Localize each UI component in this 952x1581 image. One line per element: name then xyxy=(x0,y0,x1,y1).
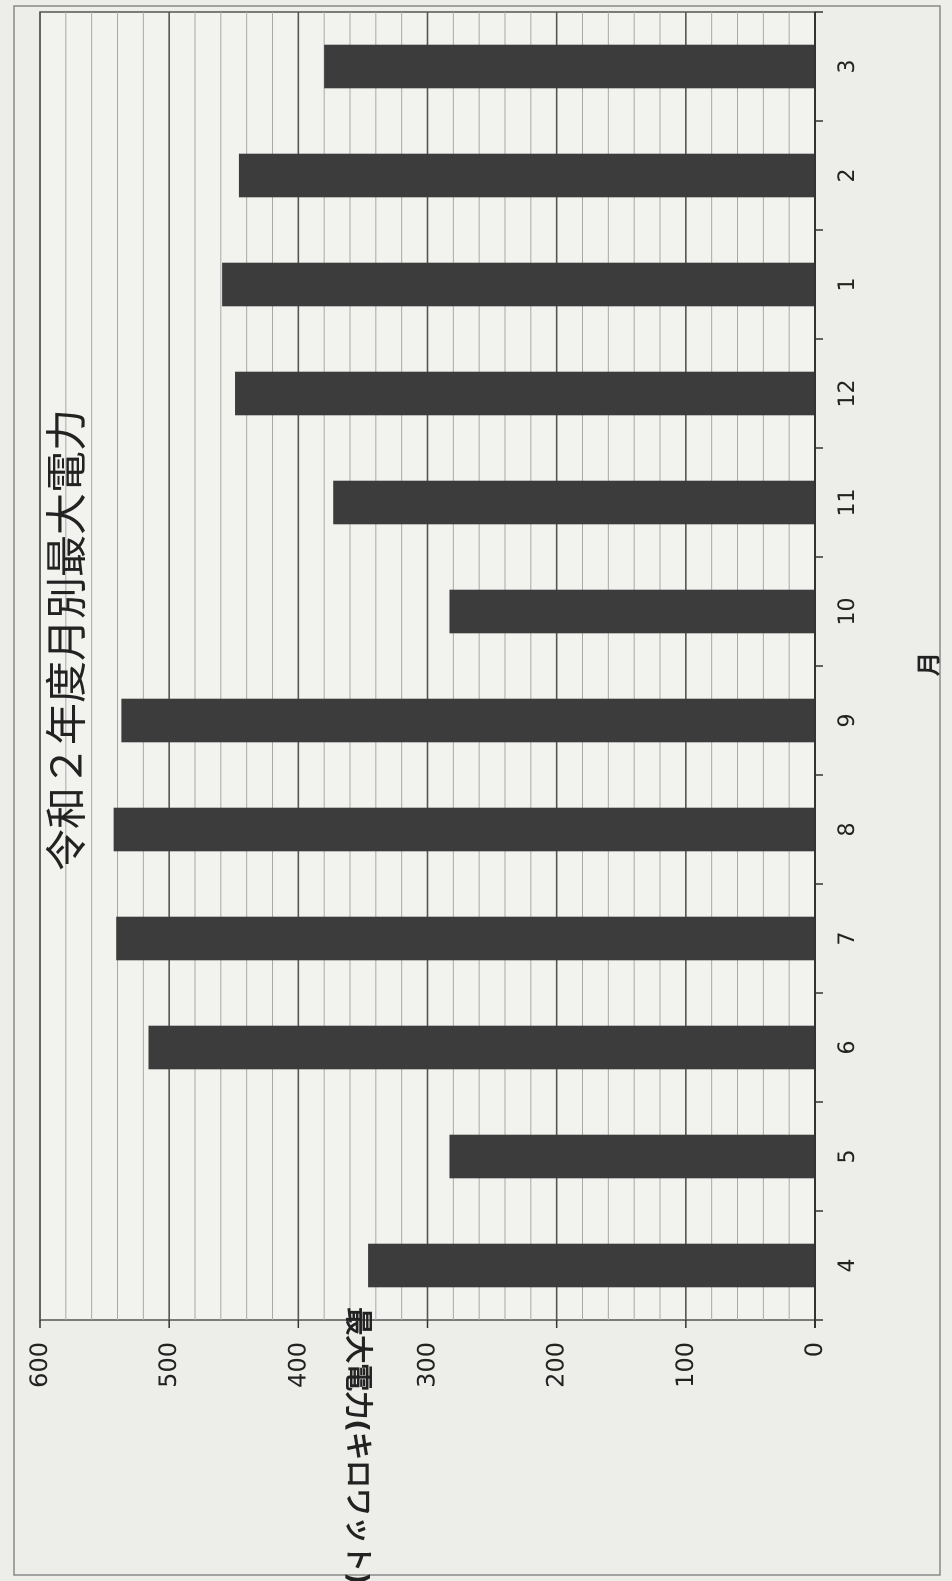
bar-4 xyxy=(368,1243,815,1288)
category-tick-label: 9 xyxy=(835,714,860,728)
category-tick-label: 6 xyxy=(835,1041,860,1055)
y-axis-label: 最大電力(キロワット) xyxy=(342,1307,375,1581)
category-tick-label: 10 xyxy=(835,598,860,626)
category-tick-label: 5 xyxy=(835,1150,860,1164)
bar-12 xyxy=(235,371,815,416)
value-tick-label: 500 xyxy=(154,1342,182,1388)
bar-11 xyxy=(333,480,815,525)
bar-3 xyxy=(324,44,815,89)
value-tick-label: 600 xyxy=(25,1342,53,1388)
axis-lines xyxy=(39,11,823,1328)
category-tick-label: 8 xyxy=(835,823,860,837)
bar-6 xyxy=(148,1025,815,1070)
value-tick-label: 200 xyxy=(542,1342,570,1388)
value-tick-labels: 0 100 200 300 400 500 600 xyxy=(25,1342,828,1388)
chart-frame xyxy=(13,5,941,1576)
bar-7 xyxy=(116,916,816,961)
bar-9 xyxy=(121,698,815,743)
bar-5 xyxy=(449,1134,815,1179)
category-tick-label: 4 xyxy=(835,1259,860,1273)
category-tick-label: 1 xyxy=(835,278,860,292)
value-tick-label: 100 xyxy=(671,1342,699,1388)
minor-gridlines xyxy=(65,12,790,1320)
bar-8 xyxy=(113,807,815,852)
bar-2 xyxy=(238,153,815,198)
x-axis-label: 月 xyxy=(915,652,943,677)
bar-10 xyxy=(449,589,815,634)
category-tick-label: 11 xyxy=(835,489,860,517)
bar-1 xyxy=(222,262,815,307)
value-tick-label: 400 xyxy=(283,1342,311,1388)
chart-title: 令和２年度月別最大電力 xyxy=(43,409,92,871)
value-tick-label: 0 xyxy=(800,1342,828,1357)
category-tick-label: 3 xyxy=(835,60,860,74)
bars xyxy=(113,44,816,1288)
category-tick-label: 7 xyxy=(835,932,860,946)
value-tick-label: 300 xyxy=(413,1342,441,1388)
category-tick-label: 2 xyxy=(835,169,860,183)
category-tick-label: 12 xyxy=(835,380,860,408)
